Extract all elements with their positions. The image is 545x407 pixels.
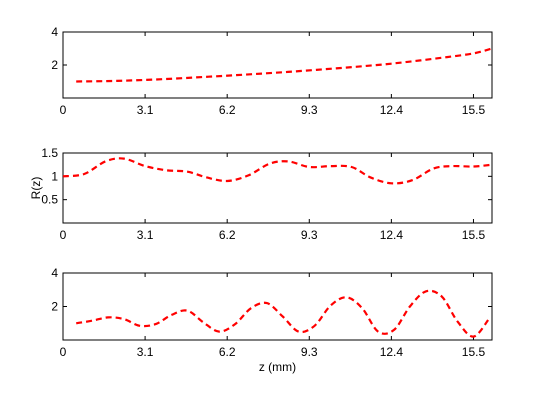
x-tick-label: 15.5 <box>462 103 486 117</box>
plot-frame <box>62 272 493 341</box>
x-tick-label: 3.1 <box>137 103 154 117</box>
series-line <box>62 157 493 185</box>
x-tick-label: 9.3 <box>301 228 318 242</box>
x-tick-label: 15.5 <box>462 228 486 242</box>
y-axis-label: R(z) <box>29 177 43 200</box>
panel-top: 0 3.1 6.2 9.3 12.4 15.5 2 4 <box>51 25 493 117</box>
x-tick-label: 15.5 <box>462 345 486 359</box>
plot-frame <box>62 152 493 224</box>
x-tick-label: 6.2 <box>219 228 236 242</box>
y-tick-label: 1 <box>51 169 58 183</box>
panel-middle: 0 3.1 6.2 9.3 12.4 15.5 0.5 1 1.5 R(z) <box>29 146 493 242</box>
x-tick-label: 0 <box>60 228 67 242</box>
x-tick-label: 3.1 <box>137 345 154 359</box>
x-axis-label: z (mm) <box>259 360 296 374</box>
y-tick-label: 4 <box>51 266 58 280</box>
x-tick-label: 12.4 <box>380 103 404 117</box>
x-tick-label: 6.2 <box>219 103 236 117</box>
plot-frame <box>62 31 493 99</box>
series-line <box>75 289 491 338</box>
y-tick-label: 2 <box>51 300 58 314</box>
x-tick-label: 0 <box>60 345 67 359</box>
panel-bottom: 0 3.1 6.2 9.3 12.4 15.5 2 4 z (mm) <box>51 266 493 374</box>
series-line <box>76 47 493 83</box>
x-tick-label: 12.4 <box>380 228 404 242</box>
x-tick-label: 6.2 <box>219 345 236 359</box>
y-tick-label: 1.5 <box>41 146 58 160</box>
x-tick-label: 9.3 <box>301 345 318 359</box>
y-tick-label: 0.5 <box>41 193 58 207</box>
x-tick-label: 0 <box>60 103 67 117</box>
y-tick-label: 2 <box>51 58 58 72</box>
y-tick-label: 4 <box>51 25 58 39</box>
x-tick-label: 9.3 <box>301 103 318 117</box>
x-tick-label: 3.1 <box>137 228 154 242</box>
x-tick-label: 12.4 <box>380 345 404 359</box>
